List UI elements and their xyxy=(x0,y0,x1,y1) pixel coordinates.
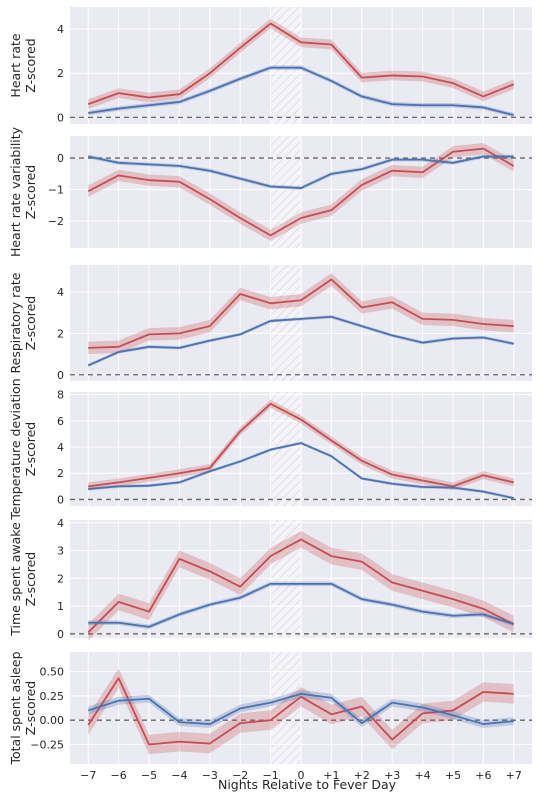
y-axis-label-line: Z-scored xyxy=(23,681,38,735)
panel: −2 −1 0 Heart rate variabilityZ-scored xyxy=(8,126,532,257)
y-tick-label: 0.25 xyxy=(40,690,65,703)
y-tick-label: 4 xyxy=(57,286,64,299)
y-tick-label: 0.00 xyxy=(40,714,65,727)
blue-series-line xyxy=(88,66,514,117)
y-tick-label: −0.25 xyxy=(30,739,64,752)
y-axis-label-line: Respiratory rate xyxy=(8,272,23,373)
x-tick-label: −3 xyxy=(202,769,218,782)
blue-series-line xyxy=(87,692,514,725)
y-tick-label: 2 xyxy=(57,467,64,480)
red-series-line xyxy=(87,147,515,237)
fever-window-band xyxy=(270,136,301,248)
x-tick-label: +3 xyxy=(384,769,400,782)
fever-window-band xyxy=(270,265,301,381)
y-axis-label: Heart rate variabilityZ-scored xyxy=(8,126,38,257)
x-tick-label: −5 xyxy=(141,769,157,782)
y-axis-label: Total spent asleepZ-scored xyxy=(8,651,38,765)
y-tick-label: 3 xyxy=(57,545,64,558)
x-tick-label: +1 xyxy=(323,769,339,782)
blue-series-line xyxy=(88,442,514,500)
y-tick-label: 2 xyxy=(57,67,64,80)
panel: 0 2 4 6 8 Temperature deviationZ-scored xyxy=(8,378,532,521)
y-tick-label: 0 xyxy=(57,152,64,165)
y-tick-label: 0 xyxy=(57,111,64,124)
y-tick-label: 1 xyxy=(57,600,64,613)
y-axis-label-line: Z-scored xyxy=(23,296,38,350)
red-series-line xyxy=(87,538,515,634)
y-axis-label: Temperature deviationZ-scored xyxy=(8,378,38,520)
x-tick-label: −1 xyxy=(262,769,278,782)
red-series-line xyxy=(87,22,515,105)
x-tick-label: +5 xyxy=(445,769,461,782)
y-tick-label: 0.50 xyxy=(40,665,65,678)
x-tick-label: +7 xyxy=(506,769,522,782)
y-axis-label-line: Z-scored xyxy=(23,422,38,476)
blue-series-line xyxy=(88,582,515,628)
y-axis-label-line: Z-scored xyxy=(23,38,38,92)
y-tick-label: 2 xyxy=(57,327,64,340)
y-tick-label: 4 xyxy=(57,23,64,36)
y-axis-label-line: Total spent asleep xyxy=(8,651,23,765)
panel: 0 1 2 3 4 Time spent awakeZ-scored xyxy=(8,517,532,641)
y-axis-label: Heart rateZ-scored xyxy=(8,33,38,97)
y-axis-label-line: Z-scored xyxy=(23,552,38,606)
x-tick-label: +4 xyxy=(414,769,430,782)
y-tick-label: −2 xyxy=(48,215,64,228)
y-tick-label: 4 xyxy=(57,441,64,454)
y-axis-label: Time spent awakeZ-scored xyxy=(8,522,38,637)
red-confidence-band xyxy=(88,399,514,491)
red-series-line xyxy=(87,677,514,746)
x-tick-label: −6 xyxy=(111,769,127,782)
x-axis-label: Nights Relative to Fever Day xyxy=(218,777,397,792)
blue-series-line xyxy=(88,155,514,189)
y-tick-label: 4 xyxy=(57,517,64,530)
y-axis-label-line: Heart rate xyxy=(8,33,23,97)
fever-window-band xyxy=(270,520,301,638)
x-tick-label: +2 xyxy=(354,769,370,782)
x-tick-label: −4 xyxy=(171,769,187,782)
x-tick-label: −7 xyxy=(80,769,96,782)
panel: 0 2 4 Heart rateZ-scored xyxy=(8,7,532,124)
y-axis-label: Respiratory rateZ-scored xyxy=(8,272,38,373)
x-tick-label: +6 xyxy=(475,769,491,782)
red-confidence-band xyxy=(88,142,514,242)
y-axis-label-line: Heart rate variability xyxy=(8,126,23,257)
red-confidence-band xyxy=(88,273,514,355)
blue-series-line xyxy=(87,315,514,367)
y-axis-label-line: Time spent awake xyxy=(8,522,23,637)
x-axis: −7 −6 −5 −4 −3 −2 −1 0 +1 +2 +3 +4 +5 +6 +7 xyxy=(80,769,522,782)
y-tick-label: 0 xyxy=(57,628,64,641)
y-tick-label: −1 xyxy=(48,184,64,197)
y-axis-label-line: Z-scored xyxy=(23,165,38,219)
red-confidence-band xyxy=(88,18,514,109)
x-tick-label: −2 xyxy=(232,769,248,782)
y-tick-label: 0 xyxy=(57,493,64,506)
red-series-line xyxy=(88,278,514,349)
y-tick-label: 8 xyxy=(57,389,64,402)
x-tick-label: 0 xyxy=(298,769,305,782)
y-tick-label: 0 xyxy=(57,369,64,382)
y-axis-label-line: Temperature deviation xyxy=(8,378,23,520)
red-series-line xyxy=(88,402,514,488)
y-tick-label: 6 xyxy=(57,415,64,428)
y-tick-label: 2 xyxy=(57,572,64,585)
red-confidence-band xyxy=(88,531,514,641)
panel: 0 2 4 Respiratory rateZ-scored xyxy=(8,265,532,382)
red-confidence-band xyxy=(88,668,514,755)
